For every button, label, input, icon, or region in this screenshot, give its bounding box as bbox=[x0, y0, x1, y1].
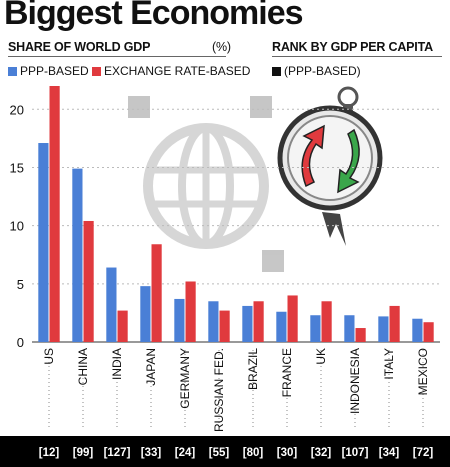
rank-band bbox=[0, 436, 450, 467]
bar-exchange-india bbox=[117, 310, 128, 342]
category-label: INDONESIA bbox=[348, 348, 362, 414]
bar-exchange-mexico bbox=[423, 322, 434, 342]
category-label: RUSSIAN FED. bbox=[212, 348, 226, 432]
rank-label: [34] bbox=[379, 447, 400, 459]
rank-label: [107] bbox=[342, 447, 369, 459]
legend-rank: (PPP-BASED) bbox=[272, 64, 361, 78]
legend-exchange-label: EXCHANGE RATE-BASED bbox=[104, 64, 251, 78]
rank-label: [30] bbox=[277, 447, 298, 459]
legend-rank-label: (PPP-BASED) bbox=[284, 64, 361, 78]
category-label: GERMANY bbox=[178, 348, 192, 409]
y-tick-label: 0 bbox=[17, 335, 24, 350]
category-label: US bbox=[42, 348, 56, 365]
legend-rank-swatch bbox=[272, 66, 281, 76]
rank-label: [24] bbox=[175, 447, 196, 459]
legend-exchange: EXCHANGE RATE-BASED bbox=[92, 64, 250, 78]
bar-exchange-russian-fed- bbox=[219, 310, 230, 342]
rank-label: [72] bbox=[413, 447, 434, 459]
rank-label: [99] bbox=[73, 447, 94, 459]
bar-ppp-mexico bbox=[412, 318, 423, 342]
bar-ppp-japan bbox=[140, 286, 151, 342]
bar-exchange-germany bbox=[185, 281, 196, 342]
bar-ppp-italy bbox=[378, 316, 389, 342]
category-label: BRAZIL bbox=[246, 348, 260, 390]
category-label: FRANCE bbox=[280, 348, 294, 397]
share-unit: (%) bbox=[212, 40, 231, 54]
compass-illustration bbox=[277, 86, 383, 246]
bar-ppp-uk bbox=[310, 315, 321, 342]
globe-illustration bbox=[128, 96, 284, 272]
rank-label: [80] bbox=[243, 447, 264, 459]
bar-ppp-us bbox=[38, 143, 49, 342]
bar-exchange-france bbox=[287, 295, 298, 342]
rank-label: [32] bbox=[311, 447, 332, 459]
bar-exchange-uk bbox=[321, 301, 332, 342]
legend-ppp: PPP-BASED bbox=[8, 64, 89, 78]
category-label: ITALY bbox=[382, 348, 396, 380]
bar-ppp-brazil bbox=[242, 305, 253, 342]
rank-heading-rule bbox=[272, 56, 442, 57]
rank-label: [33] bbox=[141, 447, 162, 459]
bar-ppp-france bbox=[276, 311, 287, 342]
rank-label: [12] bbox=[39, 447, 60, 459]
bar-ppp-russian-fed- bbox=[208, 301, 219, 342]
bar-ppp-china bbox=[72, 168, 83, 342]
category-label: UK bbox=[314, 348, 328, 365]
share-heading-rule bbox=[8, 56, 226, 57]
y-tick-label: 5 bbox=[17, 277, 24, 292]
bar-exchange-japan bbox=[151, 244, 162, 342]
category-label: INDIA bbox=[110, 348, 124, 380]
y-tick-label: 20 bbox=[10, 102, 24, 117]
bar-ppp-germany bbox=[174, 298, 185, 342]
rank-label: [127] bbox=[104, 447, 131, 459]
bar-exchange-italy bbox=[389, 305, 400, 342]
y-tick-label: 10 bbox=[10, 219, 24, 234]
category-label: JAPAN bbox=[144, 348, 158, 386]
legend-exchange-swatch bbox=[92, 66, 101, 76]
bar-exchange-brazil bbox=[253, 301, 264, 342]
bar-exchange-china bbox=[83, 220, 94, 342]
share-heading: SHARE OF WORLD GDP bbox=[8, 40, 151, 54]
bar-exchange-indonesia bbox=[355, 328, 366, 342]
chart-title: Biggest Economies bbox=[4, 0, 304, 32]
category-label: MEXICO bbox=[416, 348, 430, 395]
bar-ppp-indonesia bbox=[344, 315, 355, 342]
legend-ppp-swatch bbox=[8, 66, 17, 76]
bar-exchange-us bbox=[49, 86, 60, 342]
rank-label: [55] bbox=[209, 447, 230, 459]
category-label: CHINA bbox=[76, 348, 90, 385]
rank-heading: RANK BY GDP PER CAPITA bbox=[272, 40, 433, 54]
bar-ppp-india bbox=[106, 267, 117, 342]
y-tick-label: 15 bbox=[10, 160, 24, 175]
legend-ppp-label: PPP-BASED bbox=[20, 64, 89, 78]
